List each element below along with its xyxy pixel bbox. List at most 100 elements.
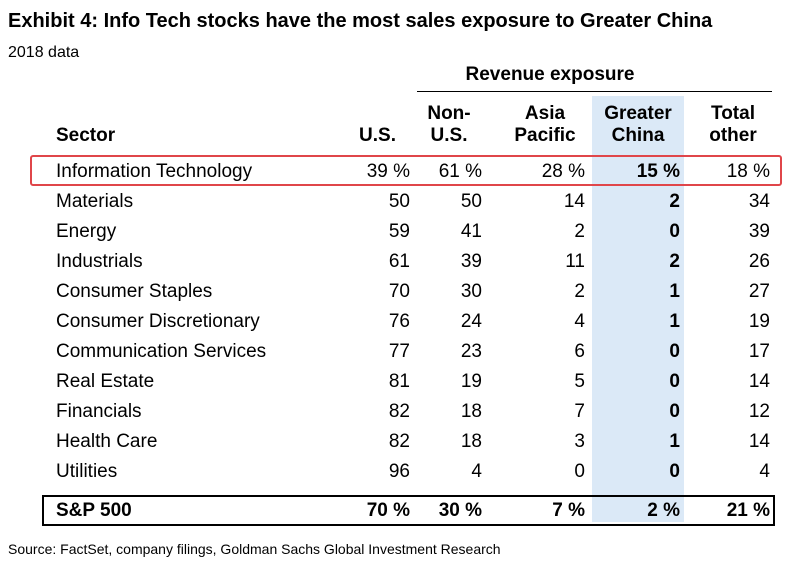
table-row: Industrials 61 39 11 2 26 — [0, 247, 800, 277]
column-header-line: Asia — [524, 103, 566, 124]
column-header-line: China — [611, 125, 665, 146]
cell-asia-pacific: 3 — [574, 431, 585, 452]
cell-non-us: 23 — [460, 341, 482, 362]
cell-sector: Utilities — [56, 461, 118, 482]
cell-total-other: 17 — [748, 341, 770, 362]
cell-total-other: 18 % — [726, 161, 770, 182]
cell-greater-china: 0 — [669, 401, 680, 422]
cell-sector: Industrials — [56, 251, 143, 272]
cell-asia-pacific: 28 % — [541, 161, 585, 182]
cell-asia-pacific: 11 — [565, 251, 585, 272]
cell-greater-china: 1 — [669, 431, 680, 452]
cell-non-us: 4 — [471, 461, 482, 482]
cell-greater-china: 2 — [669, 251, 680, 272]
cell-sector: Communication Services — [56, 341, 267, 362]
cell-non-us: 19 — [460, 371, 482, 392]
cell-asia-pacific: 7 — [574, 401, 585, 422]
cell-sector: S&P 500 — [56, 500, 132, 521]
table-row: Consumer Staples 70 30 2 1 27 — [0, 277, 800, 307]
cell-non-us: 24 — [460, 311, 482, 332]
exhibit-title: Exhibit 4: Info Tech stocks have the mos… — [8, 10, 713, 32]
cell-asia-pacific: 14 — [563, 191, 585, 212]
table-row: Utilities 96 4 0 0 4 — [0, 457, 800, 487]
cell-us: 70 % — [366, 500, 410, 521]
cell-total-other: 12 — [748, 401, 770, 422]
cell-asia-pacific: 5 — [574, 371, 585, 392]
cell-us: 70 — [388, 281, 410, 302]
table-row: Financials 82 18 7 0 12 — [0, 397, 800, 427]
cell-non-us: 39 — [460, 251, 482, 272]
cell-total-other: 34 — [748, 191, 770, 212]
column-header-total-other: Total other — [695, 103, 771, 147]
cell-non-us: 30 — [460, 281, 482, 302]
column-header-asia-pacific: Asia Pacific — [510, 103, 580, 147]
column-header-non-us: Non- U.S. — [420, 103, 478, 147]
cell-greater-china: 1 — [669, 311, 680, 332]
cell-sector: Consumer Staples — [56, 281, 213, 302]
column-header-line: other — [709, 125, 757, 146]
cell-total-other: 21 % — [726, 500, 770, 521]
cell-asia-pacific: 7 % — [552, 500, 585, 521]
cell-asia-pacific: 2 — [574, 221, 585, 242]
cell-us: 61 — [388, 251, 410, 272]
total-row: S&P 500 70 % 30 % 7 % 2 % 21 % — [0, 496, 800, 526]
cell-us: 77 — [388, 341, 410, 362]
cell-us: 96 — [388, 461, 410, 482]
cell-us: 76 — [388, 311, 410, 332]
cell-sector: Information Technology — [56, 161, 253, 182]
table-row: Health Care 82 18 3 1 14 — [0, 427, 800, 457]
cell-asia-pacific: 4 — [574, 311, 585, 332]
cell-sector: Health Care — [56, 431, 158, 452]
cell-total-other: 26 — [748, 251, 770, 272]
group-header-rule — [417, 91, 772, 92]
cell-non-us: 30 % — [438, 500, 482, 521]
column-header-sector: Sector — [56, 125, 216, 147]
column-header-us: U.S. — [340, 125, 396, 147]
cell-greater-china: 0 — [669, 341, 680, 362]
cell-greater-china: 1 — [669, 281, 680, 302]
cell-sector: Materials — [56, 191, 134, 212]
table-row: Consumer Discretionary 76 24 4 1 19 — [0, 307, 800, 337]
cell-sector: Real Estate — [56, 371, 155, 392]
revenue-exposure-header: Revenue exposure — [465, 64, 635, 85]
cell-greater-china: 0 — [669, 461, 680, 482]
column-header-line: U.S. — [430, 125, 468, 146]
cell-non-us: 50 — [460, 191, 482, 212]
cell-us: 50 — [388, 191, 410, 212]
exhibit-subtitle: 2018 data — [8, 44, 80, 61]
cell-sector: Consumer Discretionary — [56, 311, 260, 332]
column-header-line: Sector — [56, 125, 116, 146]
cell-asia-pacific: 0 — [574, 461, 585, 482]
cell-greater-china: 2 % — [647, 500, 680, 521]
table-row: Materials 50 50 14 2 34 — [0, 187, 800, 217]
column-header-greater-china: Greater China — [592, 103, 684, 147]
greater-china-column-band — [592, 96, 684, 522]
cell-greater-china: 2 — [669, 191, 680, 212]
cell-non-us: 61 % — [438, 161, 482, 182]
table-row: Real Estate 81 19 5 0 14 — [0, 367, 800, 397]
cell-sector: Financials — [56, 401, 142, 422]
cell-total-other: 27 — [748, 281, 770, 302]
table-row: Energy 59 41 2 0 39 — [0, 217, 800, 247]
info-tech-highlight-box — [30, 155, 782, 186]
cell-greater-china: 0 — [669, 371, 680, 392]
cell-us: 39 % — [366, 161, 410, 182]
column-header-line: Greater — [604, 103, 672, 124]
column-header-line: U.S. — [359, 125, 396, 146]
cell-non-us: 18 — [460, 401, 482, 422]
cell-non-us: 18 — [460, 431, 482, 452]
table-row: Communication Services 77 23 6 0 17 — [0, 337, 800, 367]
cell-asia-pacific: 2 — [574, 281, 585, 302]
cell-us: 82 — [388, 431, 410, 452]
table-row: Information Technology 39 % 61 % 28 % 15 % 18… — [0, 157, 800, 187]
source-note: Source: FactSet, company filings, Goldma… — [8, 541, 501, 557]
cell-us: 59 — [388, 221, 410, 242]
cell-us: 82 — [388, 401, 410, 422]
cell-total-other: 14 — [748, 371, 770, 392]
cell-total-other: 14 — [748, 431, 770, 452]
cell-total-other: 19 — [748, 311, 770, 332]
cell-greater-china: 0 — [669, 221, 680, 242]
cell-us: 81 — [388, 371, 410, 392]
cell-asia-pacific: 6 — [574, 341, 585, 362]
cell-non-us: 41 — [460, 221, 482, 242]
